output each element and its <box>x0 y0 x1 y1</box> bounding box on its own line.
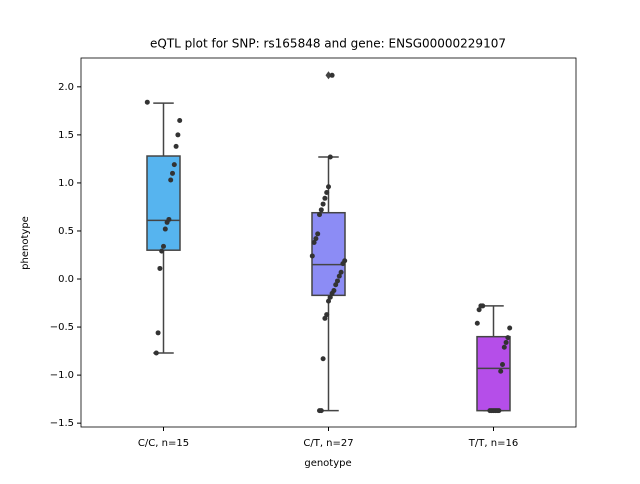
strip-point <box>311 240 317 245</box>
strip-point <box>320 356 326 362</box>
strip-point <box>177 117 183 123</box>
y-tick-label: −1.5 <box>50 418 74 429</box>
strip-point <box>333 282 339 288</box>
y-tick-label: 1.0 <box>58 178 74 189</box>
strip-point <box>157 265 163 271</box>
strip-point <box>162 226 168 232</box>
strip-point <box>317 212 322 218</box>
strip-point <box>168 177 174 183</box>
y-tick-label: 1.5 <box>58 130 74 141</box>
strip-point <box>500 362 505 368</box>
x-tick-label: C/T, n=27 <box>303 438 353 449</box>
strip-point <box>326 298 331 304</box>
flier <box>325 71 332 80</box>
strip-point <box>335 278 340 284</box>
strip-point <box>315 231 321 237</box>
strip-point <box>474 320 480 326</box>
box <box>146 155 181 251</box>
strip-point <box>340 261 346 267</box>
strip-point <box>326 184 331 190</box>
strip-point <box>476 307 482 313</box>
y-tick-label: 0.5 <box>58 226 74 237</box>
strip-point <box>324 190 330 196</box>
y-tick-label: −0.5 <box>50 322 74 333</box>
y-axis-label: phenotype <box>20 216 31 270</box>
y-tick-label: 2.0 <box>58 82 74 93</box>
chart-title: eQTL plot for SNP: rs165848 and gene: EN… <box>150 37 506 51</box>
strip-point <box>338 269 344 275</box>
strip-point <box>173 143 179 149</box>
strip-point <box>498 368 504 374</box>
strip-point <box>329 72 335 78</box>
strip-point <box>478 303 484 309</box>
strip-point <box>327 294 333 300</box>
strip-point <box>329 290 335 296</box>
strip-point <box>155 330 161 336</box>
strip-point <box>501 344 507 350</box>
x-tick-label: C/C, n=15 <box>138 438 189 449</box>
strip-point <box>317 408 322 414</box>
strip-point <box>170 170 175 176</box>
x-tick-label: T/T, n=16 <box>468 438 518 449</box>
strip-point <box>324 312 330 318</box>
strip-point <box>161 243 166 249</box>
strip-point <box>313 236 319 242</box>
strip-point <box>144 99 150 105</box>
strip-point <box>159 248 165 254</box>
strip-point <box>164 219 170 225</box>
x-axis-label: genotype <box>304 458 351 469</box>
strip-point <box>309 253 315 259</box>
strip-point <box>171 162 177 168</box>
strip-point <box>507 325 513 331</box>
strip-point <box>318 207 324 213</box>
strip-point <box>322 195 328 201</box>
y-tick-label: −1.0 <box>50 370 74 381</box>
strip-point <box>503 339 509 345</box>
strip-point <box>487 408 493 414</box>
strip-point <box>153 350 159 356</box>
strip-point <box>320 201 326 207</box>
box <box>311 211 346 297</box>
strip-point <box>336 273 342 279</box>
strip-point <box>175 132 181 138</box>
strip-point <box>322 315 328 321</box>
strip-point <box>505 335 511 341</box>
y-tick-label: 0.0 <box>58 274 74 285</box>
strip-point <box>327 154 333 160</box>
